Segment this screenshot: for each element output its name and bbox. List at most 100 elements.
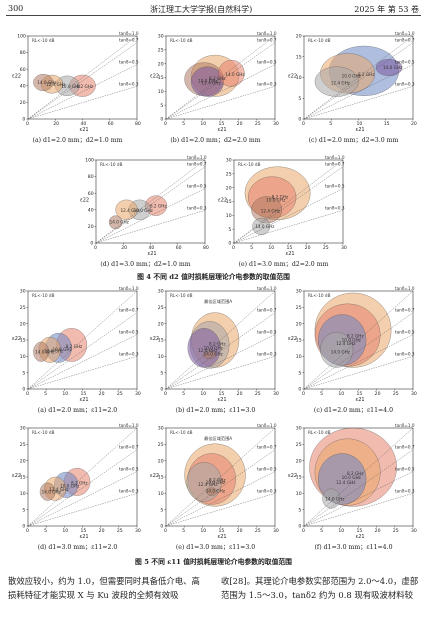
fig4-panel-b: tanδ=1.0 tanδ=0.7 tanδ=0.5 tanδ=0.3 0 5 10 15 20…: [148, 28, 283, 133]
tand-label: tanδ=1.0: [395, 423, 415, 428]
y-tick-label: 0: [298, 387, 301, 393]
tand-label: tanδ=0.5: [257, 467, 277, 472]
tand-label: tanδ=0.3: [395, 81, 415, 86]
x-axis-label: ε21: [356, 127, 365, 133]
body-text-left: 散效应较小，约为 1.0，但需要同时具备低介电、高损耗特征才能实现 X 与 Ku…: [8, 576, 200, 600]
tand-line: [233, 210, 344, 244]
fig5-caption-c: (c) d1=2.0 mm；ε11=4.0: [313, 407, 394, 414]
y-tick-label: 0: [160, 524, 163, 530]
x-tick-label: 30: [135, 391, 141, 397]
tand-line: [165, 493, 276, 527]
y-tick-label: 0: [228, 241, 231, 247]
y-tick-label: 25: [20, 305, 26, 311]
y-tick-label: 10: [158, 89, 164, 95]
x-tick-label: 20: [237, 391, 243, 397]
legend-rl: RL<-10 dB: [238, 162, 261, 167]
fig5-panel-a-plot: tanδ=1.0 tanδ=0.7 tanδ=0.5 tanδ=0.3 0 5 10 15 20…: [12, 286, 141, 403]
freq-label: 8.2 GHz: [77, 84, 94, 89]
x-tick-label: 25: [255, 391, 261, 397]
tand-line: [27, 334, 138, 390]
x-tick-label: 10: [357, 121, 363, 127]
tand-line: [303, 290, 414, 390]
tand-label: tanδ=0.7: [257, 445, 277, 450]
region-ellipse: [322, 488, 341, 509]
freq-label: 8.2 GHz: [71, 481, 88, 486]
fig5-caption-e: (e) d1=3.0 mm；ε11=3.0: [175, 544, 256, 551]
tand-label: tanδ=0.5: [325, 184, 345, 189]
x-tick-label: 40: [149, 245, 155, 251]
tand-line: [303, 42, 414, 120]
x-tick-label: 20: [121, 245, 127, 251]
x-tick-label: 60: [176, 245, 182, 251]
tand-line: [165, 356, 276, 390]
y-tick-label: 20: [158, 458, 164, 464]
x-tick-label: 30: [411, 391, 417, 397]
tand-line: [233, 166, 344, 244]
freq-label: 12.4 GHz: [336, 341, 356, 346]
legend-rl: RL<-10 dB: [32, 38, 55, 43]
fig4-caption: 图 4 不同 d2 值时损耗层理论介电参数的取值范围: [137, 273, 290, 281]
x-tick-label: 15: [219, 528, 225, 534]
y-tick-label: 5: [160, 507, 163, 513]
freq-label: 12.4 GHz: [331, 81, 351, 86]
y-axis-label: ε22: [80, 198, 89, 204]
x-tick-label: 10: [268, 245, 274, 251]
tand-line: [165, 334, 276, 390]
y-tick-label: 25: [158, 442, 164, 448]
fig4-panel-d: tanδ=1.0 tanδ=0.7 tanδ=0.5 tanδ=0.3 0 20 40 60 8…: [78, 152, 213, 257]
y-tick-label: 0: [22, 387, 25, 393]
region-ellipse: [314, 66, 359, 97]
tand-label: tanδ=0.7: [257, 38, 277, 43]
x-tick-label: 60: [108, 121, 114, 127]
freq-label: 12.4 GHz: [198, 348, 218, 353]
tand-label: tanδ=0.7: [119, 445, 139, 450]
tand-label: tanδ=0.5: [257, 60, 277, 65]
tand-line: [303, 312, 414, 390]
y-tick-label: 10: [158, 491, 164, 497]
y-tick-label: 20: [158, 321, 164, 327]
fig4-panel-d-plot: tanδ=1.0 tanδ=0.7 tanδ=0.5 tanδ=0.3 0 20 40 60 8…: [80, 155, 209, 257]
fig4-panel-a-plot: tanδ=1.0 tanδ=0.7 tanδ=0.5 tanδ=0.3 0 20 40 60 8…: [12, 31, 141, 133]
tand-label: tanδ=0.3: [257, 351, 277, 356]
y-tick-label: 0: [22, 117, 25, 123]
legend-rl: RL<-10 dB: [308, 430, 331, 435]
tand-line: [303, 35, 414, 120]
x-tick-label: 20: [411, 121, 417, 127]
fig5-panel-e: tanδ=1.0 tanδ=0.7 tanδ=0.5 tanδ=0.3 0 5 10 15 20…: [148, 420, 283, 540]
tand-label: tanδ=0.3: [119, 351, 139, 356]
tand-line: [27, 356, 138, 390]
tand-line: [165, 64, 276, 120]
fig5-panel-d: tanδ=1.0 tanδ=0.7 tanδ=0.5 tanδ=0.3 0 5 10 15 20…: [10, 420, 145, 540]
y-tick-label: 5: [298, 370, 301, 376]
tand-line: [165, 86, 276, 120]
region-ellipse: [39, 482, 56, 501]
x-tick-label: 20: [305, 245, 311, 251]
x-tick-label: 0: [302, 121, 305, 127]
y-tick-label: 20: [20, 321, 26, 327]
x-tick-label: 15: [219, 391, 225, 397]
y-tick-label: 10: [296, 491, 302, 497]
x-tick-label: 30: [341, 245, 347, 251]
tand-label: tanδ=1.0: [119, 286, 139, 291]
x-tick-label: 80: [203, 245, 209, 251]
y-tick-label: 0: [160, 387, 163, 393]
tand-label: tanδ=1.0: [119, 31, 139, 36]
tand-line: [27, 427, 138, 527]
x-tick-label: 25: [323, 245, 329, 251]
y-tick-label: 15: [20, 475, 26, 481]
body-text-right: 收[28]。其理论介电参数实部范围为 2.0～4.0，虚部范围为 1.5～3.0…: [221, 576, 419, 600]
tand-label: tanδ=0.5: [187, 184, 207, 189]
y-tick-label: 25: [20, 442, 26, 448]
y-tick-label: 5: [160, 103, 163, 109]
x-tick-label: 30: [273, 528, 279, 534]
year-volume: 2025 年 第 53 卷: [354, 5, 419, 14]
y-axis-label: ε22: [12, 336, 21, 342]
tand-label: tanδ=1.0: [257, 286, 277, 291]
fig5-panel-c: tanδ=1.0 tanδ=0.7 tanδ=0.5 tanδ=0.3 0 5 10 15 20…: [286, 283, 421, 403]
tand-label: tanδ=0.7: [325, 162, 345, 167]
freq-label: 8.2 GHz: [347, 471, 364, 476]
body-text: 散效应较小，约为 1.0，但需要同时具备低介电、高损耗特征才能实现 X 与 Ku…: [8, 574, 419, 618]
x-tick-label: 10: [338, 391, 344, 397]
y-tick-label: 25: [296, 305, 302, 311]
x-tick-label: 5: [250, 245, 253, 251]
